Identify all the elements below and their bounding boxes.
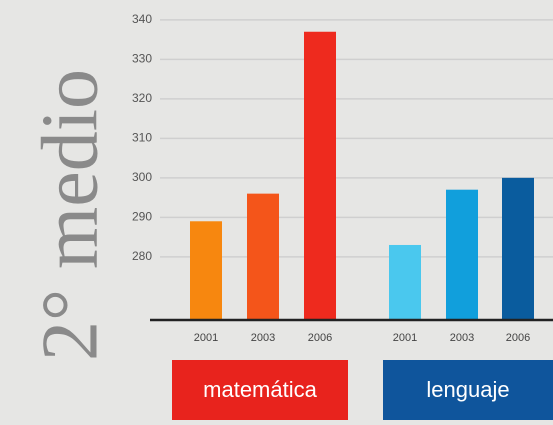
x-tick-label: 2006 (506, 332, 530, 344)
bar (190, 221, 222, 320)
bar (446, 189, 478, 320)
bar (247, 193, 279, 320)
x-tick-label: 2006 (308, 332, 332, 344)
group-box (383, 360, 553, 420)
group-label: lenguaje (426, 377, 509, 402)
y-tick-label: 340 (132, 12, 152, 26)
y-tick-label: 330 (132, 52, 152, 66)
x-tick-label: 2001 (393, 332, 417, 344)
x-tick-label: 2001 (194, 332, 218, 344)
group-box (172, 360, 348, 420)
bar (304, 31, 336, 320)
bar (502, 177, 534, 320)
x-tick-label: 2003 (251, 332, 275, 344)
group-label: matemática (203, 377, 317, 402)
y-tick-label: 290 (132, 210, 152, 224)
y-tick-label: 280 (132, 249, 152, 263)
side-label: 2° medio (26, 69, 114, 361)
y-tick-label: 310 (132, 131, 152, 145)
x-tick-label: 2003 (450, 332, 474, 344)
bar (389, 244, 421, 320)
y-tick-label: 300 (132, 170, 152, 184)
y-tick-label: 320 (132, 91, 152, 105)
